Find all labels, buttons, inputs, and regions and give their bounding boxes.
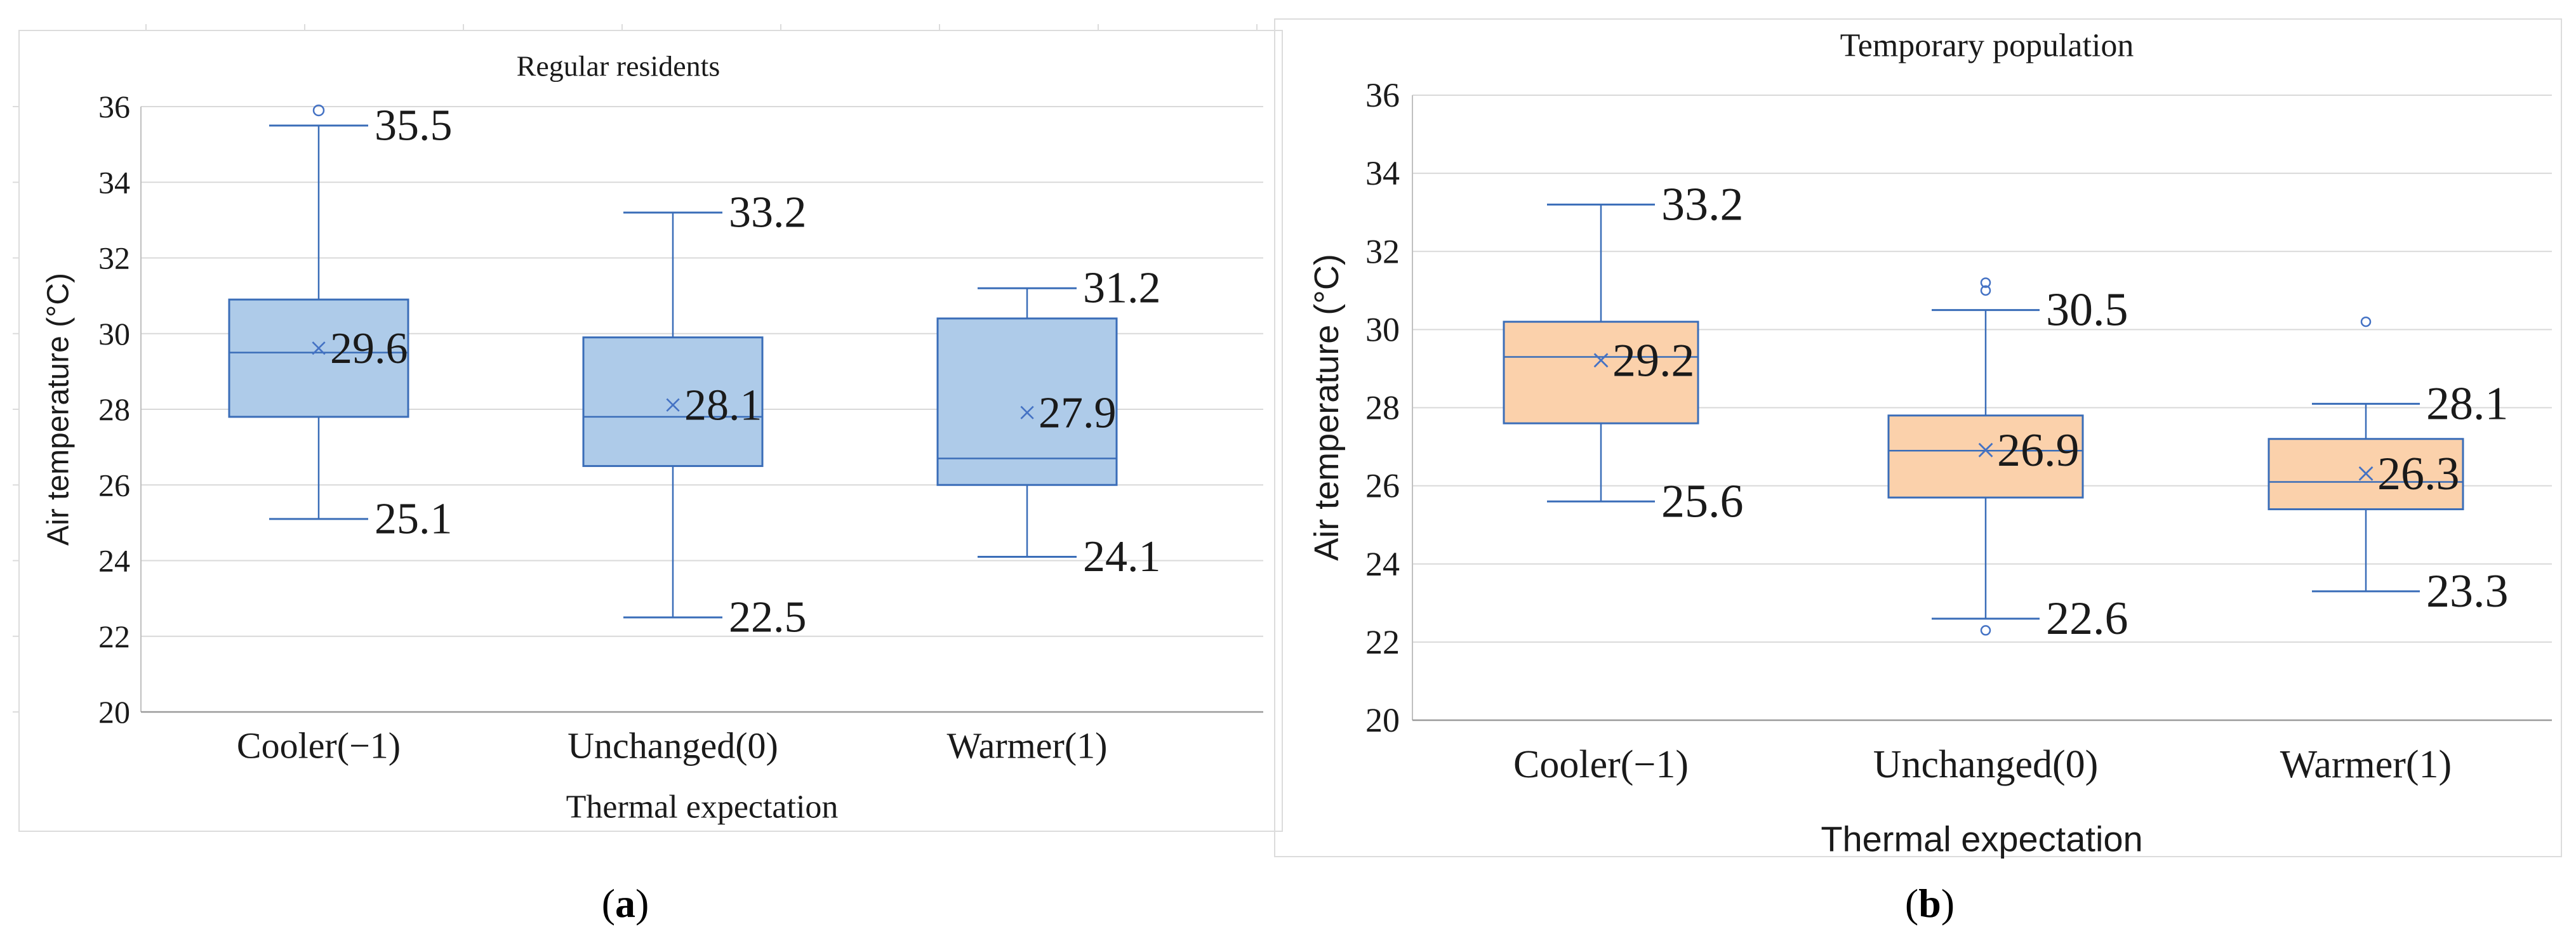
x-category-label: Cooler(−1) [237,725,401,767]
mean-value-label: 26.9 [1997,425,2080,477]
y-tick-label: 30 [98,316,130,352]
mean-marker: × [663,388,682,424]
x-category-label: Unchanged(0) [1873,743,2099,786]
caption-b-open: ( [1904,881,1919,926]
left-chart-panel: 20 22 24 26 28 30 32 34 36 × 35.5 29.6 25.1 Cooler(−1… [13,24,1283,832]
caption-b-close: ) [1941,881,1955,926]
y-tick-label: 36 [98,89,130,124]
y-tick-label: 32 [98,240,130,276]
y-tick-label: 22 [98,619,130,654]
iqr-box [1887,414,2084,499]
left-y-axis-title: Air temperature (°C) [41,273,76,546]
x-category-label: Warmer(1) [947,725,1108,767]
y-tick-label: 22 [1365,623,1400,661]
mean-marker: × [2356,454,2376,494]
outlier-point [2360,316,2372,327]
caption-a-letter: a [615,881,635,926]
right-y-axis-title: Air temperature (°C) [1308,254,1346,561]
mean-value-label: 27.9 [1039,388,1117,437]
y-tick-label: 28 [98,392,130,427]
min-value-label: 24.1 [1083,532,1161,581]
x-category-label: Cooler(−1) [1513,743,1689,786]
caption-a-open: ( [601,881,615,926]
mean-marker: × [1018,395,1036,431]
outlier-point [1980,277,1991,288]
iqr-box [582,336,764,467]
min-value-label: 22.6 [2046,593,2128,645]
right-chart-panel: 20 22 24 26 28 30 32 34 36 × 33.2 29.2 25.6 Cooler(−1… [1274,18,2562,857]
outlier-point [1980,285,1991,296]
y-tick-label: 26 [98,467,130,503]
min-value-label: 22.5 [729,593,807,642]
caption-b: (b) [1905,880,1955,927]
min-value-label: 23.3 [2426,565,2509,617]
y-tick-label: 36 [1365,76,1400,114]
outlier-point [1980,625,1991,636]
y-tick-label: 20 [1365,701,1400,739]
box-plot-group-2: × 33.2 28.1 22.5 [582,188,807,642]
box-plot-group-3: × 31.2 27.9 24.1 [936,264,1161,581]
y-tick-label: 20 [98,694,130,730]
max-value-label: 33.2 [729,188,807,237]
box-plot-group-2: × 30.5 26.9 22.6 [1887,277,2128,645]
max-value-label: 35.5 [375,101,453,150]
y-tick-label: 28 [1365,389,1400,427]
mean-value-label: 26.3 [2377,448,2460,500]
iqr-box [2267,438,2464,511]
mean-value-label: 29.2 [1612,335,1695,387]
iqr-box [228,298,409,418]
y-tick-label: 30 [1365,310,1400,348]
outlier-point [312,104,325,117]
mean-value-label: 28.1 [684,381,762,430]
caption-a-close: ) [635,881,649,926]
y-tick-label: 24 [98,543,130,579]
right-chart-title: Temporary population [1840,27,2134,64]
max-value-label: 31.2 [1083,264,1161,313]
y-tick-label: 34 [1365,154,1400,192]
x-category-label: Warmer(1) [2280,743,2452,786]
left-chart-title: Regular residents [516,49,720,82]
x-category-label: Unchanged(0) [568,725,778,767]
iqr-box [936,317,1118,486]
box-plot-group-1: × 33.2 29.2 25.6 [1503,178,1744,527]
max-value-label: 30.5 [2046,284,2128,336]
box-plot-group-3: × 28.1 26.3 23.3 [2267,316,2509,617]
chart-area-border [18,30,1283,832]
min-value-label: 25.6 [1661,475,1744,527]
y-tick-label: 32 [1365,232,1400,270]
box-plot-group-1: × 35.5 29.6 25.1 [228,101,453,543]
y-tick-label: 24 [1365,545,1400,583]
right-x-axis-title: Thermal expectation [1821,819,2143,859]
chart-area-border [1274,18,2562,857]
mean-marker: × [309,331,328,367]
min-value-label: 25.1 [375,494,453,543]
max-value-label: 33.2 [1661,178,1744,230]
max-value-label: 28.1 [2426,378,2509,430]
caption-b-letter: b [1918,881,1941,926]
caption-a: (a) [602,880,649,927]
mean-value-label: 29.6 [330,324,408,373]
y-tick-label: 34 [98,164,130,200]
y-tick-label: 26 [1365,467,1400,505]
mean-marker: × [1591,341,1611,381]
left-x-axis-title: Thermal expectation [566,789,839,826]
mean-marker: × [1975,431,1996,470]
iqr-box [1503,320,1699,425]
